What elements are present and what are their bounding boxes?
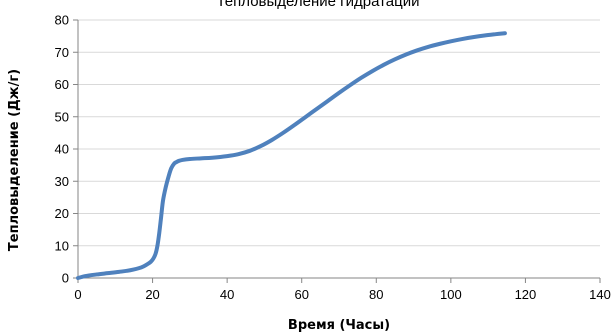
y-tick-label: 60 xyxy=(55,77,69,92)
x-tick-label: 40 xyxy=(220,287,234,302)
x-tick-label: 60 xyxy=(294,287,308,302)
tick-labels: 0 10 20 30 40 50 60 70 80 0 20 40 60 80 100 120 140 xyxy=(55,13,611,303)
y-tick-label: 80 xyxy=(55,13,69,28)
x-tick-label: 80 xyxy=(369,287,383,302)
x-tick-label: 140 xyxy=(589,287,611,302)
x-tick-label: 100 xyxy=(440,287,462,302)
y-tick-label: 70 xyxy=(55,45,69,60)
y-tick-label: 10 xyxy=(55,238,69,253)
x-tick-label: 120 xyxy=(515,287,537,302)
axes xyxy=(73,19,601,283)
y-tick-label: 20 xyxy=(55,206,69,221)
series-line-0 xyxy=(76,31,507,280)
y-tick-label: 40 xyxy=(55,142,69,157)
x-axis-title: Время (Часы) xyxy=(288,318,390,333)
x-tick-label: 20 xyxy=(145,287,159,302)
y-axis-title: Тепловыделение (Дж/г) xyxy=(7,69,22,251)
gridlines xyxy=(78,19,600,247)
data-series xyxy=(76,31,507,280)
y-tick-label: 50 xyxy=(55,109,69,124)
y-tick-label: 0 xyxy=(62,271,69,286)
y-tick-label: 30 xyxy=(55,174,69,189)
x-tick-label: 0 xyxy=(74,287,81,302)
chart-title: Тепловыделение гидратации xyxy=(216,0,419,10)
